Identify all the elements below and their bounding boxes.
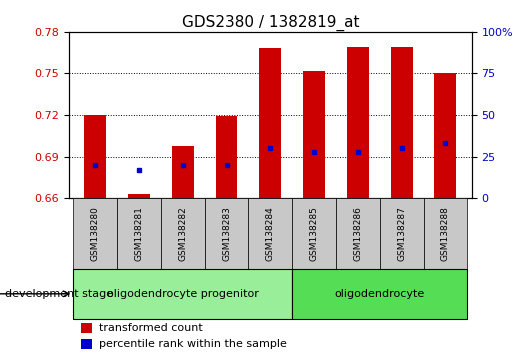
Text: oligodendrocyte progenitor: oligodendrocyte progenitor (107, 289, 259, 299)
Bar (81, 324, 92, 333)
Text: percentile rank within the sample: percentile rank within the sample (99, 339, 287, 349)
Bar (73, 269, 292, 319)
Bar (435, 74, 456, 198)
Text: GSM138281: GSM138281 (135, 206, 144, 261)
Bar (391, 47, 412, 198)
Bar (380, 198, 423, 269)
Text: GSM138287: GSM138287 (397, 206, 406, 261)
Bar (249, 198, 292, 269)
Bar (161, 198, 205, 269)
Text: GSM138286: GSM138286 (354, 206, 363, 261)
Title: GDS2380 / 1382819_at: GDS2380 / 1382819_at (182, 14, 359, 30)
Text: GSM138285: GSM138285 (310, 206, 319, 261)
Text: GSM138280: GSM138280 (91, 206, 100, 261)
Bar (117, 198, 161, 269)
Bar (336, 198, 380, 269)
Text: development stage: development stage (5, 289, 113, 299)
Text: GSM138283: GSM138283 (222, 206, 231, 261)
Bar (172, 145, 193, 198)
Bar (84, 115, 106, 198)
Bar (292, 269, 467, 319)
Bar (347, 47, 369, 198)
Bar (216, 116, 237, 198)
Bar (81, 339, 92, 349)
Text: oligodendrocyte: oligodendrocyte (334, 289, 425, 299)
Bar (128, 194, 150, 198)
Bar (292, 198, 336, 269)
Bar (205, 198, 249, 269)
Bar (73, 198, 117, 269)
Bar (303, 71, 325, 198)
Text: GSM138288: GSM138288 (441, 206, 450, 261)
Bar (423, 198, 467, 269)
Text: GSM138282: GSM138282 (178, 206, 187, 261)
Text: transformed count: transformed count (99, 323, 203, 333)
Text: GSM138284: GSM138284 (266, 206, 275, 261)
Bar (259, 48, 281, 198)
